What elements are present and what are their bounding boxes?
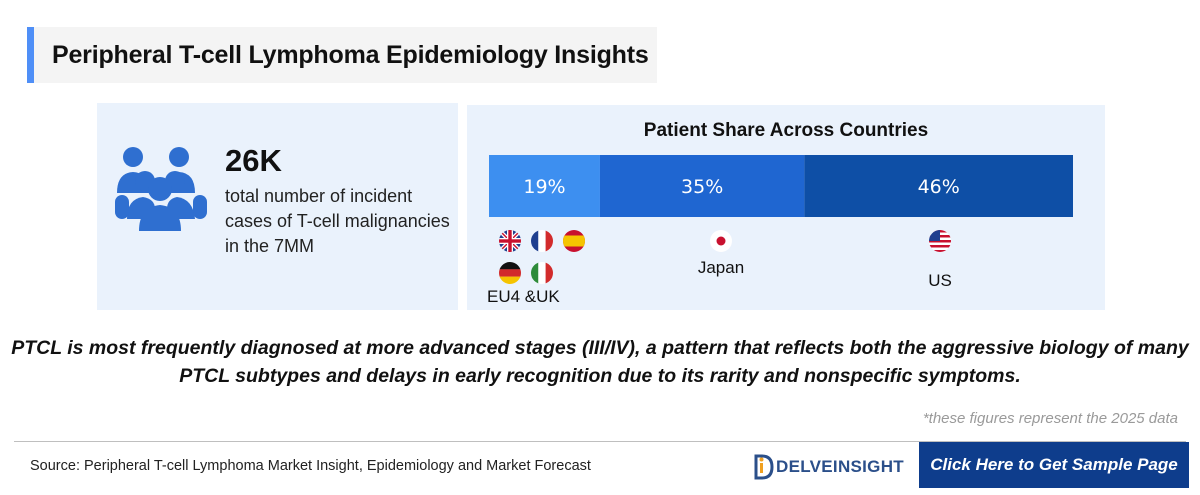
incident-count: 26K	[225, 143, 282, 178]
bar-segment-2	[804, 155, 1073, 217]
title-banner: Peripheral T-cell Lymphoma Epidemiology …	[27, 27, 657, 83]
footer-divider	[14, 441, 1186, 442]
source-citation: Source: Peripheral T-cell Lymphoma Marke…	[30, 458, 591, 474]
country-label-us: US	[928, 271, 952, 290]
incident-stat-card: 26K total number of incident cases of T-…	[97, 103, 458, 310]
get-sample-page-button[interactable]: Click Here to Get Sample Page	[919, 442, 1189, 488]
stacked-bar: 19% 35% 46%	[489, 155, 1073, 217]
page-title: Peripheral T-cell Lymphoma Epidemiology …	[52, 40, 649, 69]
delveinsight-logo: DELVEINSIGHT	[752, 451, 904, 483]
bar-value-label-0: 19%	[523, 176, 565, 198]
incident-description: total number of incident cases of T-cell…	[225, 186, 450, 256]
people-group-icon	[115, 147, 207, 231]
germany-flag-icon	[499, 262, 521, 284]
bar-segment-1	[599, 155, 805, 217]
logo-text: DELVEINSIGHT	[776, 457, 904, 476]
bar-segment-0	[489, 155, 600, 217]
insight-text: PTCL is most frequently diagnosed at mor…	[11, 337, 1189, 387]
us-flag-icon	[929, 230, 951, 252]
country-label-eu4uk: EU4 &UK	[487, 287, 560, 306]
patient-share-chart: Patient Share Across Countries 19% 35% 46%	[467, 105, 1105, 310]
france-flag-icon	[531, 230, 553, 252]
bar-value-label-2: 46%	[918, 176, 960, 198]
eu4uk-flags	[499, 230, 599, 286]
bar-value-label-1: 35%	[681, 176, 723, 198]
chart-title: Patient Share Across Countries	[643, 120, 929, 141]
spain-flag-icon	[563, 230, 585, 252]
japan-flag-icon	[710, 230, 732, 252]
logo-mark-icon	[754, 454, 774, 480]
data-year-footnote: *these figures represent the 2025 data	[922, 410, 1178, 427]
italy-flag-icon	[531, 262, 553, 284]
uk-flag-icon	[499, 230, 521, 252]
country-label-japan: Japan	[697, 258, 745, 277]
